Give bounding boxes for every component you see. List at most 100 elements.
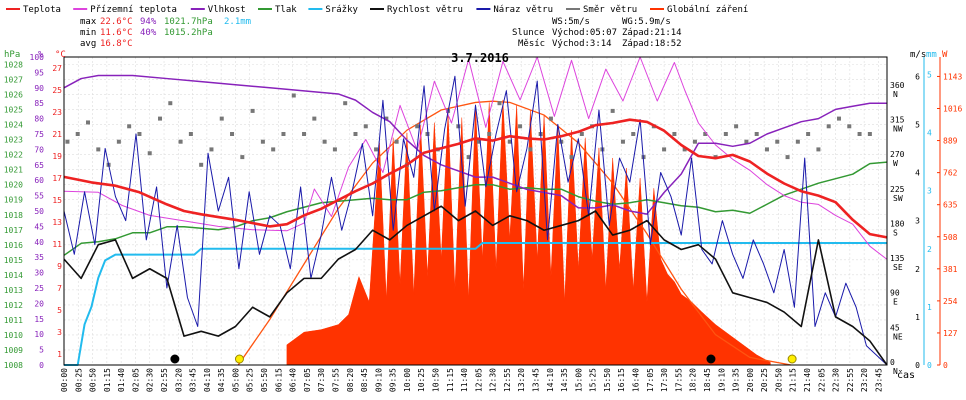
wind-dir-marker (682, 147, 687, 152)
stat-min-press: 1015.2hPa (164, 28, 213, 38)
x-tick-label: 05:25 (246, 368, 255, 392)
wind-dir-marker (836, 116, 841, 121)
wind-dir-tick-label: NE (893, 332, 903, 341)
pressure-tick-label: 1023 (4, 136, 23, 145)
ws-value: WS:5m/s (552, 17, 590, 27)
x-tick-label: 06:15 (274, 368, 283, 392)
humidity-tick-label: 5 (39, 346, 44, 355)
x-tick-label: 07:05 (303, 368, 312, 392)
wind-dir-marker (806, 132, 811, 136)
pressure-tick-label: 1024 (4, 121, 23, 130)
moon-rise: Východ:3:14 (552, 39, 612, 49)
axis-header-w: W (942, 50, 948, 60)
temperature-tick-label: 23 (52, 108, 62, 117)
wind-gust-line (63, 75, 888, 366)
chart-title: 3.7.2016 (451, 51, 509, 65)
x-tick-label: 05:50 (260, 368, 269, 392)
wind-dir-marker (476, 139, 481, 144)
wind-dir-marker (631, 132, 636, 136)
x-tick-label: 11:15 (446, 368, 455, 392)
humidity-line (63, 74, 887, 215)
temperature-tick-label: 15 (52, 196, 62, 205)
wind-dir-tick-label: W (893, 159, 898, 168)
temperature-tick-label: 25 (52, 86, 62, 95)
humidity-tick-label: 50 (34, 207, 44, 216)
x-tick-label: 16:15 (617, 368, 626, 392)
wind-dir-marker (456, 124, 461, 129)
humidity-tick-label: 95 (34, 68, 44, 77)
x-tick-label: 02:30 (146, 368, 155, 392)
legend-label: Tlak (275, 5, 297, 15)
wind-dir-marker (518, 124, 523, 129)
x-tick-label: 10:25 (417, 368, 426, 392)
wind-dir-marker (867, 132, 872, 136)
wind-dir-tick-label: N (893, 90, 898, 99)
wind-dir-marker (497, 101, 502, 106)
wind-speed-tick-label: 1 (915, 313, 920, 322)
axis-header-degc: °C (55, 50, 66, 60)
legend-label: Srážky (325, 5, 358, 15)
wind-dir-marker (723, 132, 728, 136)
wind-dir-marker (116, 139, 121, 144)
wind-dir-marker (75, 132, 80, 136)
moonrise-marker (170, 354, 180, 364)
axis-header-ms: m/s (910, 50, 926, 60)
wind-dir-tick-label: N (893, 367, 898, 376)
x-tick-label: 21:15 (789, 368, 798, 392)
wind-dir-marker (734, 124, 739, 129)
wind-dir-marker (692, 139, 697, 144)
x-tick-label: 18:45 (703, 368, 712, 392)
wind-dir-marker (384, 116, 389, 121)
wind-dir-marker (754, 132, 759, 136)
wind-dir-marker (302, 132, 307, 136)
wind-dir-tick-label: 315 (890, 115, 905, 124)
stat-max-label: max (80, 17, 97, 27)
stat-avg-label: avg (80, 39, 96, 49)
wind-dir-tick-label: SE (893, 263, 903, 272)
pressure-tick-label: 1020 (4, 181, 23, 190)
temperature-tick-label: 27 (52, 64, 62, 73)
stat-avg-temp: 16.8°C (100, 39, 133, 49)
wind-dir-tick-label: 360 (890, 81, 905, 90)
humidity-tick-label: 90 (34, 84, 44, 93)
stat-min-hum: 40% (140, 28, 157, 38)
wind-dir-marker (569, 155, 574, 160)
wind-dir-marker (744, 139, 749, 144)
plot-frame (63, 56, 888, 366)
x-tick-label: 03:45 (189, 368, 198, 392)
wind-dir-tick-label: SW (893, 194, 903, 203)
sunset-marker (787, 354, 797, 364)
wind-dir-marker (672, 132, 677, 136)
wind-dir-marker (826, 124, 831, 129)
wind-dir-marker (178, 139, 183, 144)
x-tick-label: 17:05 (646, 368, 655, 392)
wind-dir-marker (240, 155, 245, 160)
x-tick-label: 20:50 (774, 368, 783, 392)
pressure-tick-label: 1014 (4, 271, 23, 280)
humidity-tick-label: 35 (34, 253, 44, 262)
moonset-marker (706, 354, 716, 364)
humidity-tick-label: 80 (34, 115, 44, 124)
radiation-tick-label: 1143 (943, 72, 962, 81)
humidity-tick-label: 15 (34, 315, 44, 324)
wind-dir-marker (507, 139, 512, 144)
wind-speed-tick-label: 4 (915, 169, 920, 178)
humidity-tick-label: 20 (34, 299, 44, 308)
ground-temperature-line (63, 56, 888, 260)
axes-layer: 00:00 00:25 00:50 01:15 01:40 02:05 02:30 02:55… (4, 53, 963, 392)
x-tick-label: 04:35 (217, 368, 226, 392)
x-tick-label: 10:00 (403, 368, 412, 392)
wind-dir-marker (662, 147, 667, 152)
pressure-tick-label: 1009 (4, 346, 23, 355)
radiation-tick-label: 381 (943, 265, 958, 274)
wind-dir-marker (281, 132, 286, 136)
temperature-tick-label: 5 (57, 306, 62, 315)
x-tick-label: 14:35 (560, 368, 569, 392)
humidity-tick-label: 55 (34, 192, 44, 201)
pressure-tick-label: 1010 (4, 331, 23, 340)
legend: Teplota Přízemní teplota Vlhkost Tlak Srážky… (6, 5, 748, 15)
wind-dir-marker (415, 124, 420, 129)
rain-tick-label: 2 (927, 245, 932, 254)
x-tick-label: 03:20 (174, 368, 183, 392)
radiation-tick-label: 508 (943, 233, 958, 242)
